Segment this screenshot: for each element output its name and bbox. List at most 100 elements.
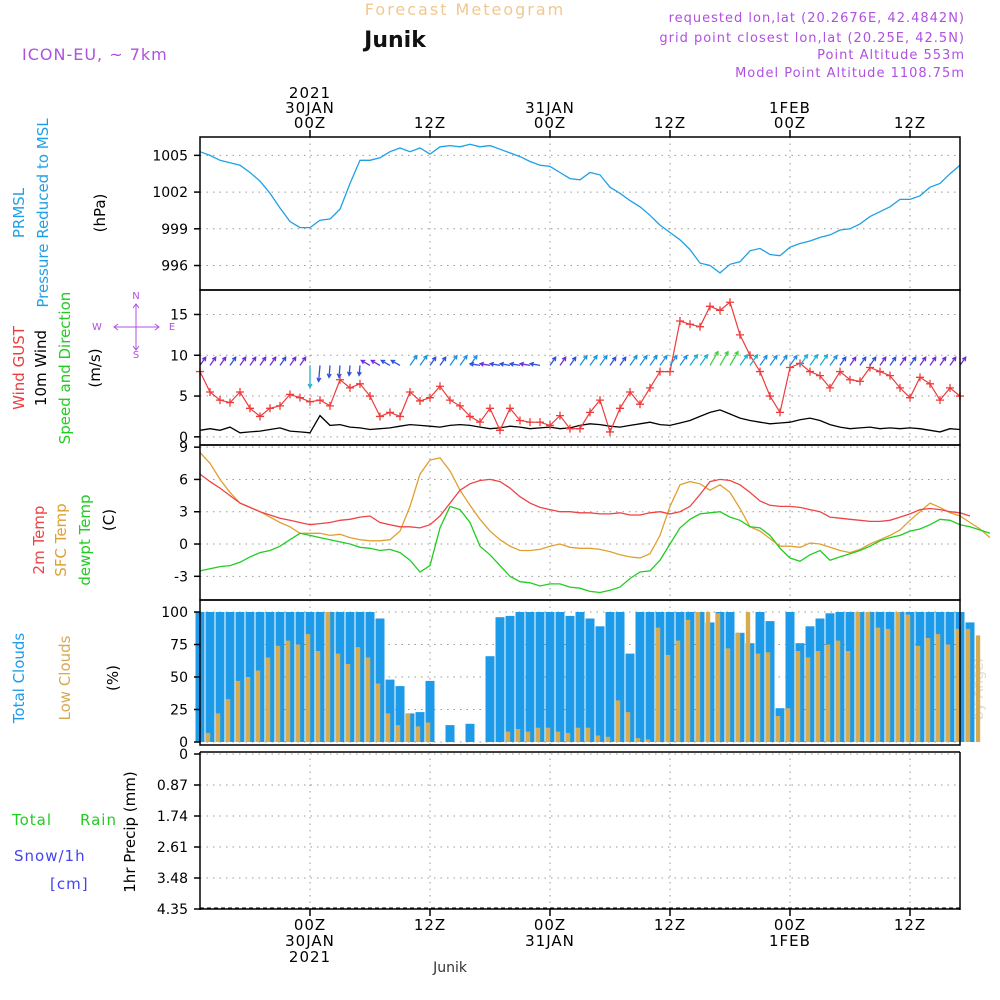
pressure-label-unit: (hPa) bbox=[91, 194, 109, 233]
low-cloud-bar bbox=[825, 644, 831, 742]
wind-direction-arrow bbox=[799, 353, 809, 366]
wind-direction-arrow bbox=[669, 354, 678, 366]
low-cloud-bar bbox=[595, 735, 601, 742]
low-cloud-bar bbox=[565, 732, 571, 742]
bottom-time-label: 12Z bbox=[894, 916, 926, 934]
gust-point bbox=[726, 298, 734, 307]
total-cloud-bar bbox=[595, 626, 605, 742]
gust-point bbox=[566, 424, 574, 433]
gust-point bbox=[816, 371, 824, 380]
gust-point bbox=[466, 412, 474, 421]
total-cloud-bar bbox=[445, 725, 455, 742]
wind-direction-arrow bbox=[478, 361, 491, 367]
low-cloud-bar bbox=[665, 654, 671, 742]
low-cloud-bar bbox=[635, 738, 641, 742]
wind-direction-arrow bbox=[909, 356, 917, 366]
gust-point bbox=[336, 375, 344, 384]
top-time-label: 31JAN bbox=[525, 99, 575, 117]
bottom-time-label: 2021 bbox=[289, 948, 331, 966]
wind-label-speed-dir: Speed and Direction bbox=[56, 292, 74, 445]
low-cloud-bar bbox=[785, 708, 791, 742]
wind-direction-arrow bbox=[689, 353, 699, 366]
gust-point bbox=[716, 306, 724, 315]
low-cloud-bar bbox=[675, 640, 681, 742]
total-cloud-bar bbox=[605, 612, 615, 742]
low-cloud-bar bbox=[275, 645, 281, 742]
wind-ytick-label: 0 bbox=[179, 430, 188, 446]
precip-label-total: Total bbox=[11, 811, 52, 829]
wind-direction-arrow bbox=[468, 361, 481, 367]
wind-direction-arrow bbox=[849, 356, 857, 366]
wind-direction-arrow bbox=[380, 359, 391, 366]
wind-direction-arrow bbox=[579, 354, 588, 366]
wind-direction-arrow bbox=[390, 359, 401, 366]
low-cloud-bar bbox=[955, 628, 961, 742]
clouds-ytick-label: 75 bbox=[170, 638, 188, 654]
gust-point bbox=[776, 408, 784, 417]
total-cloud-bar bbox=[385, 679, 395, 742]
top-time-label: 30JAN bbox=[285, 99, 335, 117]
gust-point bbox=[846, 375, 854, 384]
low-cloud-bar bbox=[765, 652, 771, 742]
wind-direction-arrow bbox=[609, 356, 617, 366]
gust-point bbox=[256, 412, 264, 421]
wind-direction-arrow bbox=[859, 356, 867, 366]
precip-ytick-label: 0 bbox=[179, 747, 188, 763]
gust-point bbox=[426, 393, 434, 402]
gust-point bbox=[296, 393, 304, 402]
total-cloud-bar bbox=[485, 656, 495, 742]
wind-direction-arrow bbox=[929, 356, 937, 366]
low-cloud-bar bbox=[245, 677, 251, 742]
gust-point bbox=[636, 400, 644, 409]
model-name: ICON-EU, ~ 7km bbox=[22, 45, 168, 64]
wind-direction-arrow bbox=[629, 354, 638, 366]
bottom-time-label: 12Z bbox=[414, 916, 446, 934]
wind-direction-arrow bbox=[569, 356, 577, 366]
wind-label-10m: 10m Wind bbox=[32, 330, 50, 406]
wind-direction-arrow bbox=[599, 354, 608, 366]
precip-ytick-label: 2.61 bbox=[157, 840, 188, 856]
total-cloud-bar bbox=[625, 653, 635, 742]
wind-direction-arrow bbox=[709, 350, 719, 366]
wind-direction-arrow bbox=[649, 354, 658, 366]
temp-label-sfc: SFC Temp bbox=[52, 503, 70, 576]
gust-point bbox=[216, 396, 224, 405]
gust-point bbox=[796, 359, 804, 368]
temperature-ytick-label: 9 bbox=[179, 440, 188, 456]
low-cloud-bar bbox=[705, 612, 711, 742]
bottom-time-label: 00Z bbox=[294, 916, 326, 934]
total-cloud-bar bbox=[215, 612, 225, 742]
low-cloud-bar bbox=[535, 727, 541, 742]
wind-direction-arrow bbox=[589, 354, 598, 366]
gust-point bbox=[366, 392, 374, 401]
low-cloud-bar bbox=[355, 647, 361, 742]
wind-direction-arrow bbox=[639, 354, 648, 366]
top-time-label: 00Z bbox=[534, 114, 566, 132]
wind-direction-arrow bbox=[779, 354, 788, 366]
bottom-time-label: 00Z bbox=[774, 916, 806, 934]
low-cloud-bar bbox=[945, 644, 951, 742]
temperature-ytick-label: -3 bbox=[174, 569, 188, 585]
low-cloud-bar bbox=[905, 614, 911, 742]
sfc-temp-line bbox=[199, 452, 991, 559]
gust-point bbox=[276, 401, 284, 410]
wind-direction-arrow bbox=[759, 354, 768, 366]
chart-title: Forecast Meteogram bbox=[365, 0, 565, 19]
temperature-panel-frame bbox=[199, 444, 961, 601]
wind-direction-arrow bbox=[346, 365, 352, 377]
temperature-ytick-label: 3 bbox=[179, 505, 188, 521]
low-cloud-bar bbox=[425, 722, 431, 742]
gust-point bbox=[626, 387, 634, 396]
low-cloud-bar bbox=[895, 612, 901, 742]
gust-point bbox=[906, 393, 914, 402]
axes-layer bbox=[194, 130, 961, 916]
wind-direction-arrow bbox=[409, 354, 418, 366]
wind-direction-arrow bbox=[939, 356, 947, 366]
low-cloud-bar bbox=[745, 612, 751, 742]
cloud-label-unit: (%) bbox=[104, 665, 122, 691]
total-cloud-bar bbox=[515, 612, 525, 742]
precip-label-snow: Snow/1h bbox=[14, 847, 86, 865]
low-cloud-bar bbox=[915, 645, 921, 742]
wind-direction-arrow bbox=[879, 356, 887, 366]
